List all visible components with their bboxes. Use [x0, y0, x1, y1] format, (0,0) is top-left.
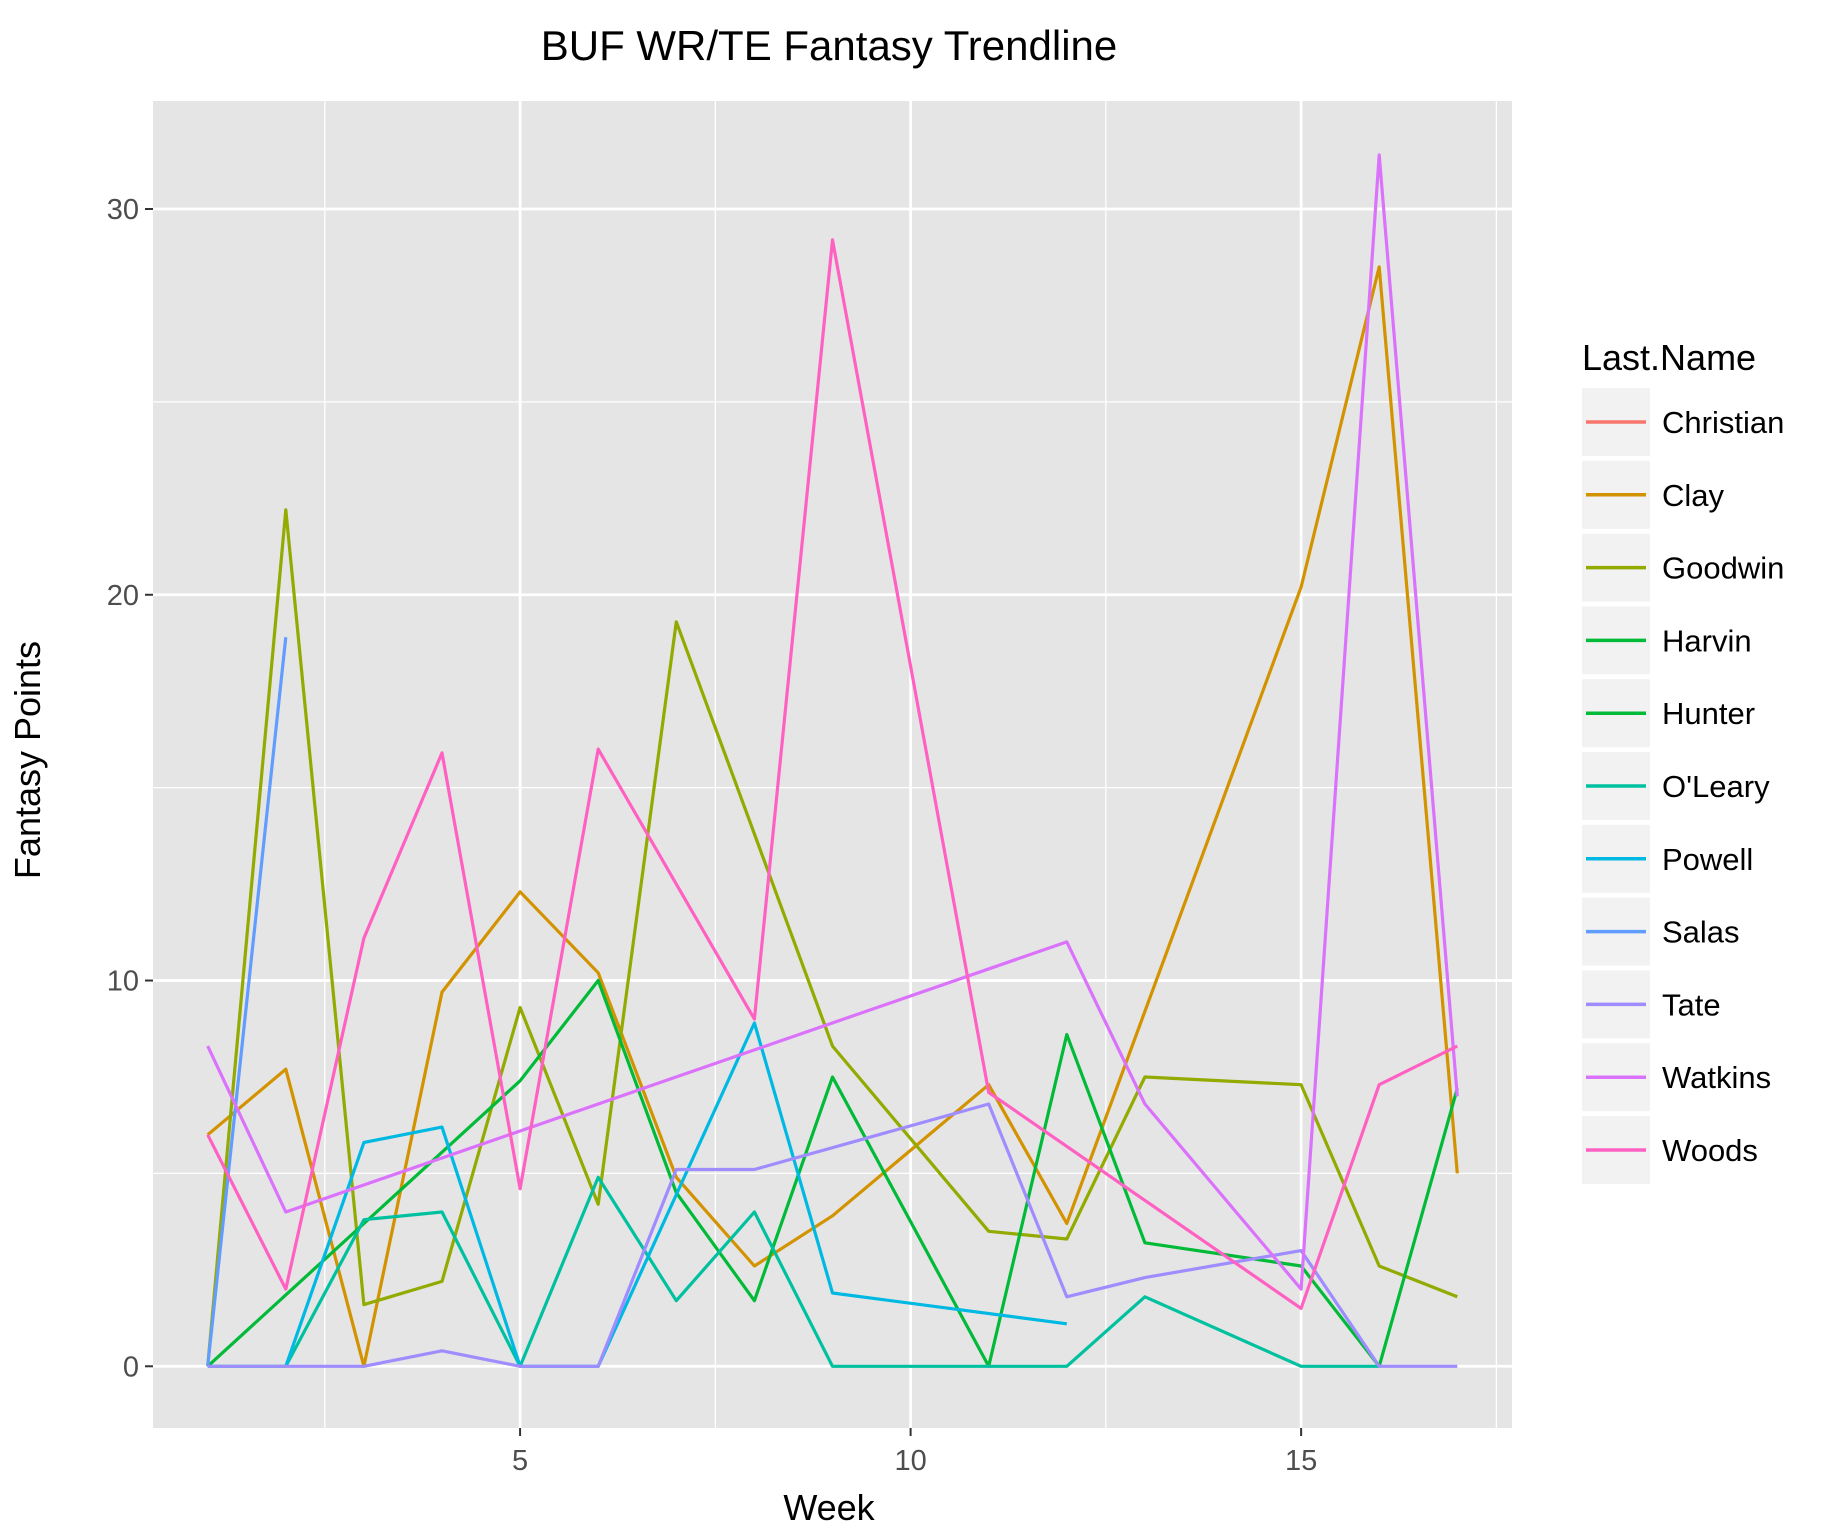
series-line-clay — [206, 265, 1459, 1368]
legend-item: Christian — [1582, 388, 1784, 456]
x-tick-label: 10 — [894, 1445, 926, 1477]
legend-item: Clay — [1582, 460, 1725, 529]
legend-label: Salas — [1662, 915, 1740, 950]
legend-label: Woods — [1662, 1133, 1758, 1168]
legend-label: Hunter — [1662, 696, 1755, 731]
legend-item: Salas — [1582, 897, 1740, 966]
series-line-watkins — [206, 153, 1459, 1291]
legend: Christian Clay Goodwin Harvin Hunter O'Leary P… — [1582, 388, 1784, 1184]
legend-item: Harvin — [1582, 606, 1752, 675]
legend-item: Watkins — [1582, 1043, 1771, 1112]
y-tick-label: 0 — [123, 1351, 139, 1383]
y-tick-label: 20 — [107, 580, 139, 612]
series-line-tate — [207, 1102, 1458, 1368]
legend-label: Clay — [1662, 478, 1725, 513]
legend-label: Harvin — [1662, 623, 1752, 658]
legend-item: Goodwin — [1582, 533, 1784, 602]
legend-label: Watkins — [1662, 1060, 1771, 1095]
y-axis-label: Fantasy Points — [7, 641, 48, 879]
y-tick-label: 10 — [107, 966, 139, 998]
legend-title: Last.Name — [1582, 337, 1756, 378]
series-line-goodwin — [206, 508, 1458, 1367]
legend-item: Powell — [1582, 824, 1753, 893]
legend-label: Christian — [1662, 405, 1784, 440]
x-axis-label: Week — [783, 1487, 875, 1528]
series-line-salas — [206, 637, 288, 1367]
legend-label: Powell — [1662, 842, 1753, 877]
series-line-oleary — [207, 1175, 1380, 1368]
legend-label: O'Leary — [1662, 769, 1770, 804]
plot-panel: 5 10 15 0 10 20 30 — [107, 101, 1512, 1477]
legend-item: Tate — [1582, 970, 1721, 1039]
chart-title: BUF WR/TE Fantasy Trendline — [541, 22, 1118, 69]
legend-item: Hunter — [1582, 679, 1755, 748]
legend-label: Tate — [1662, 987, 1721, 1022]
y-tick-label: 30 — [107, 194, 139, 226]
legend-label: Goodwin — [1662, 551, 1784, 586]
series-line-woods — [206, 238, 1459, 1311]
legend-item: O'Leary — [1582, 752, 1770, 820]
x-tick-label: 15 — [1285, 1445, 1317, 1477]
plot-background — [153, 101, 1512, 1428]
x-tick-label: 5 — [512, 1445, 528, 1477]
legend-item: Woods — [1582, 1116, 1758, 1184]
series-line-hunter — [206, 978, 1459, 1368]
